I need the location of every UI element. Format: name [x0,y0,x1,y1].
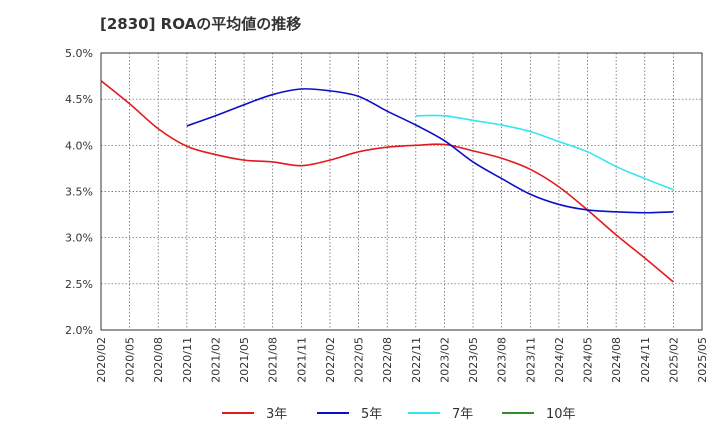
chart-title: [2830] ROAの平均値の推移 [100,15,302,33]
x-tick-label: 2024/08 [610,337,623,383]
y-tick-label: 5.0% [65,47,93,60]
x-tick-label: 2022/05 [353,337,366,383]
x-tick-label: 2023/02 [438,337,451,383]
x-tick-label: 2021/08 [267,337,280,383]
legend-label: 10年 [546,407,576,422]
y-tick-label: 2.5% [65,278,93,291]
x-tick-label: 2021/02 [209,337,222,383]
x-tick-label: 2022/08 [381,337,394,383]
x-tick-label: 2025/05 [696,337,709,383]
plot-frame [100,52,703,331]
legend-label: 3年 [266,407,287,422]
x-tick-label: 2025/02 [667,337,680,383]
x-tick-label: 2024/11 [639,337,652,383]
y-tick-label: 3.0% [65,232,93,245]
y-tick-label: 4.5% [65,93,93,106]
legend: 3年 5年 7年 10年 [222,407,576,422]
x-tick-label: 2024/02 [553,337,566,383]
series-line-3 [415,114,674,191]
y-tick-label: 3.5% [65,186,93,199]
series-line-2 [186,88,674,214]
x-tick-label: 2021/05 [238,337,251,383]
x-tick-label: 2023/05 [467,337,480,383]
x-tick-label: 2024/05 [582,337,595,383]
series-lines [100,80,674,283]
y-tick-label: 2.0% [65,324,93,337]
legend-label: 7年 [452,407,473,422]
series-line-1 [100,80,674,283]
x-tick-label: 2020/05 [124,337,137,383]
x-tick-label: 2020/02 [95,337,108,383]
x-tick-label: 2023/08 [496,337,509,383]
x-tick-label: 2020/08 [152,337,165,383]
x-tick-label: 2022/11 [410,337,423,383]
y-tick-label: 4.0% [65,139,93,152]
y-axis: 2.0% 2.5% 3.0% 3.5% 4.0% 4.5% 5.0% [65,47,93,337]
x-axis: 2020/02 2020/05 2020/08 2020/11 2021/02 2021/… [95,337,709,383]
x-tick-label: 2022/02 [324,337,337,383]
plot-area [101,53,702,330]
x-tick-label: 2020/11 [181,337,194,383]
legend-label: 5年 [361,407,382,422]
x-tick-label: 2023/11 [524,337,537,383]
grid-lines [101,53,702,330]
x-tick-label: 2021/11 [295,337,308,383]
